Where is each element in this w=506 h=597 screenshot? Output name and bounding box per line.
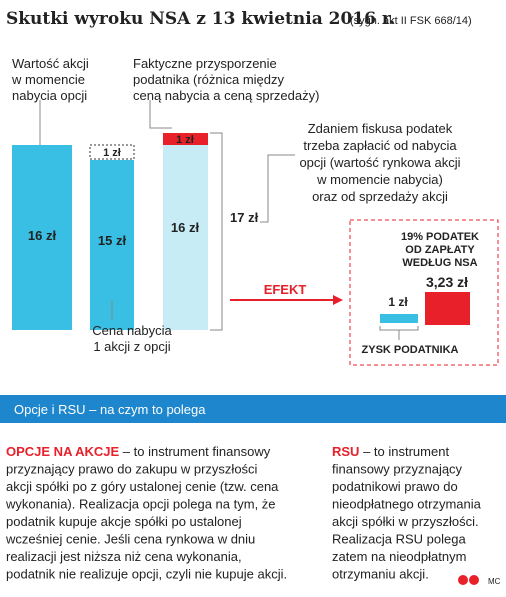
- credit: MC: [488, 577, 501, 586]
- bar-label: 1 zł: [176, 134, 194, 146]
- arrow-head: [333, 295, 343, 305]
- paragraph-line: otrzymaniu akcji.: [332, 567, 429, 582]
- text-line: ceną nabycia a ceną sprzedaży): [133, 88, 319, 103]
- term: RSU: [332, 444, 359, 459]
- bar: [380, 314, 418, 323]
- bar-top: [89, 144, 135, 160]
- text-line: 19% PODATEK: [401, 231, 479, 243]
- text: – to instrument finansowy: [119, 444, 271, 459]
- paragraph-line: Realizacja RSU polega: [332, 532, 466, 547]
- paragraph-line: realizacji jest niższa niż cena wykonani…: [6, 549, 242, 564]
- bar-label: 1 zł: [103, 147, 121, 159]
- bar: [12, 145, 72, 330]
- text-line: Wartość akcji: [12, 56, 89, 71]
- pointer: [149, 100, 172, 129]
- paragraph-line: RSU – to instrument: [332, 444, 449, 459]
- paragraph-line: wykonania). Realizacja opcji polega na t…: [5, 497, 276, 512]
- bar: [163, 145, 208, 330]
- subtitle: (sygn. akt II FSK 668/14): [350, 15, 472, 27]
- fiscus-text: Zdaniem fiskusa podatek trzeba zapłacić o…: [299, 121, 460, 204]
- paragraph-line: wcześniej cenie. Jeśli cena rynkowa w dn…: [5, 532, 255, 547]
- left-text: OPCJE NA AKCJE – to instrument finansowy…: [5, 444, 287, 582]
- text-line: oraz od sprzedaży akcji: [312, 189, 448, 204]
- text-line: podatnika (różnica między: [133, 72, 285, 87]
- text-line: nabycia opcji: [12, 88, 87, 103]
- text: – to instrument: [359, 444, 449, 459]
- bracket: [210, 132, 223, 331]
- text-line: w momencie: [11, 72, 85, 87]
- text-line: OD ZAPŁATY: [405, 244, 475, 256]
- text-line: opcji (wartość rynkowa akcji: [299, 155, 460, 170]
- bracket: [379, 326, 419, 331]
- text-line: Faktyczne przysporzenie: [133, 56, 277, 71]
- banner: [0, 395, 506, 423]
- paragraph-line: finansowy przyznający: [332, 462, 463, 477]
- text-line: WEDŁUG NSA: [402, 257, 477, 269]
- text-line: Cena nabycia: [92, 323, 172, 338]
- bar-top: [163, 133, 208, 145]
- text-line: Zdaniem fiskusa podatek: [308, 121, 453, 136]
- paragraph-line: przyznający prawo do zakupu w przyszłośc…: [6, 462, 258, 477]
- term: OPCJE NA AKCJE: [6, 444, 120, 459]
- bar-label: 16 zł: [171, 220, 200, 235]
- bar-label: 16 zł: [28, 228, 57, 243]
- nsa-box: [349, 219, 499, 366]
- gain-label: ZYSK PODATNIKA: [362, 344, 459, 356]
- paragraph-line: podatnik kupuje akcje spółki po ustalone…: [6, 514, 242, 529]
- gain-value: 1 zł: [388, 295, 408, 309]
- tax-label: 3,23 zł: [426, 274, 468, 290]
- paragraph-line: podatnikowi prawo do: [332, 479, 458, 494]
- bracket: [260, 154, 295, 223]
- effect-label: EFEKT: [264, 282, 307, 297]
- text-line: trzeba zapłacić od nabycia: [303, 138, 457, 153]
- text-line: 1 akcji z opcji: [93, 339, 170, 354]
- paragraph-line: akcji spółki po z góry ustalonej cenie (…: [6, 479, 279, 494]
- logo: [469, 575, 479, 585]
- total-label: 17 zł: [230, 210, 259, 225]
- section-title: Opcje i RSU – na czym to polega: [14, 402, 206, 417]
- title: Skutki wyroku NSA z 13 kwietnia 2016 r.: [6, 9, 395, 29]
- paragraph-line: akcji spółki w przyszłości.: [332, 514, 479, 529]
- paragraph-line: nieodpłatnego otrzymania: [332, 497, 482, 512]
- text-line: w momencie nabycia): [316, 172, 443, 187]
- right-text: RSU – to instrument finansowy przyznający…: [332, 444, 482, 582]
- paragraph-line: podatnik nie realizuje opcji, czyli nie …: [6, 567, 287, 582]
- logo: [458, 575, 468, 585]
- bar: [425, 292, 470, 325]
- bar-label: 15 zł: [98, 233, 127, 248]
- paragraph-line: OPCJE NA AKCJE – to instrument finansowy: [6, 444, 271, 459]
- paragraph-line: zatem na nieodpłatnym: [332, 549, 466, 564]
